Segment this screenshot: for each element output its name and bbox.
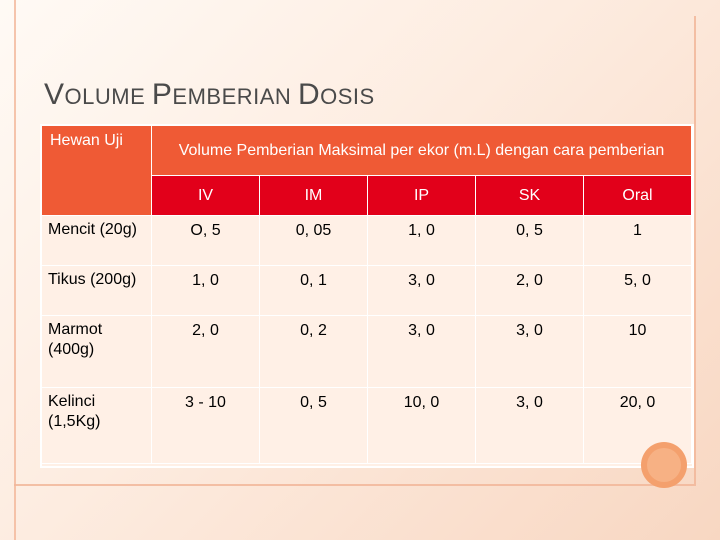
- header-route-iv: IV: [152, 176, 260, 216]
- table-cell: 0, 05: [260, 216, 368, 266]
- slide-frame-left: [14, 0, 16, 540]
- header-route-im: IM: [260, 176, 368, 216]
- table-cell: 0, 2: [260, 316, 368, 388]
- table-cell: 10, 0: [368, 388, 476, 464]
- table-cell: 3 - 10: [152, 388, 260, 464]
- table-cell: 1, 0: [368, 216, 476, 266]
- table-cell: 0, 5: [260, 388, 368, 464]
- slide-title: Volume Pemberian dosis: [44, 78, 375, 112]
- table-cell: 0, 5: [476, 216, 584, 266]
- table-cell: 2, 0: [152, 316, 260, 388]
- header-route-ip: IP: [368, 176, 476, 216]
- slide-frame: [14, 16, 696, 486]
- table-cell: 5, 0: [584, 266, 692, 316]
- header-hewan-uji: Hewan Uji: [42, 126, 152, 216]
- header-route-sk: SK: [476, 176, 584, 216]
- title-word: dosis: [297, 78, 375, 111]
- row-label-mencit: Mencit (20g): [42, 216, 152, 266]
- table-cell: 3, 0: [368, 266, 476, 316]
- title-word: Volume: [44, 78, 146, 111]
- table-cell: 3, 0: [476, 316, 584, 388]
- table-cell: 20, 0: [584, 388, 692, 464]
- row-label-tikus: Tikus (200g): [42, 266, 152, 316]
- table-cell: 3, 0: [476, 388, 584, 464]
- table-cell: 1: [584, 216, 692, 266]
- title-word: Pemberian: [151, 78, 292, 111]
- table-cell: O, 5: [152, 216, 260, 266]
- header-volume-pemberian: Volume Pemberian Maksimal per ekor (m.L)…: [152, 126, 692, 176]
- row-label-marmot: Marmot (400g): [42, 316, 152, 388]
- decorative-circle-inner: [647, 448, 681, 482]
- dosage-volume-table: Hewan Uji Volume Pemberian Maksimal per …: [40, 124, 694, 468]
- header-route-oral: Oral: [584, 176, 692, 216]
- table-cell: 10: [584, 316, 692, 388]
- table-cell: 0, 1: [260, 266, 368, 316]
- table-cell: 3, 0: [368, 316, 476, 388]
- table-cell: 2, 0: [476, 266, 584, 316]
- row-label-kelinci: Kelinci (1,5Kg): [42, 388, 152, 464]
- table-cell: 1, 0: [152, 266, 260, 316]
